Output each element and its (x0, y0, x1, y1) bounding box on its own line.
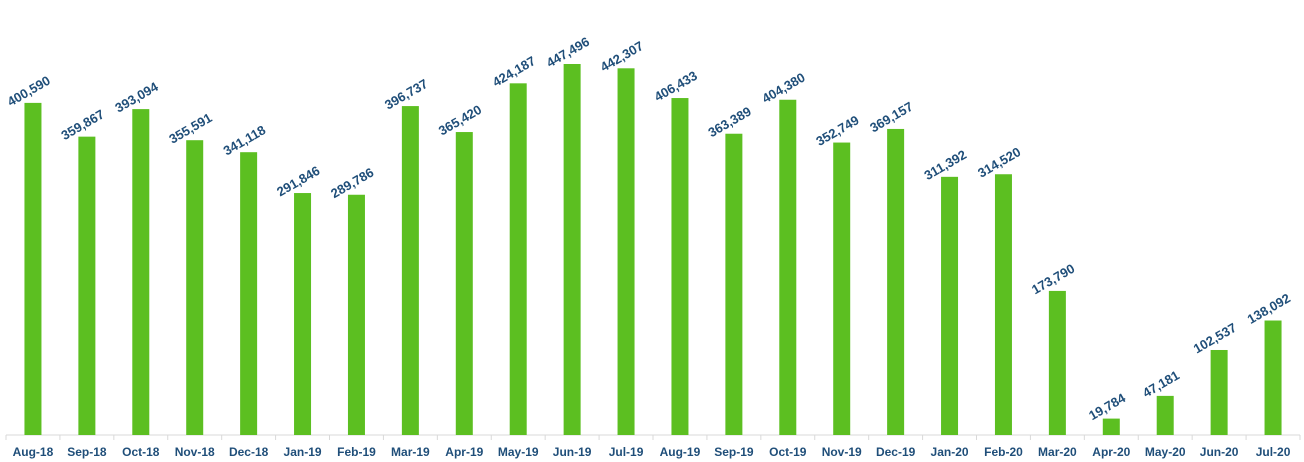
bar (294, 193, 312, 435)
x-tick-label: Dec-18 (229, 445, 269, 459)
bar (509, 83, 527, 435)
x-tick-label: Oct-18 (122, 445, 160, 459)
bar (833, 142, 851, 436)
bar (24, 102, 42, 435)
x-tick-label: Sep-19 (714, 445, 754, 459)
x-tick-label: Jun-19 (553, 445, 592, 459)
x-tick-label: May-19 (498, 445, 539, 459)
x-tick-label: Nov-18 (175, 445, 215, 459)
x-tick-label: Jan-19 (284, 445, 322, 459)
bar (563, 64, 581, 435)
x-tick-labels-group: Aug-18 Sep-18 Oct-18 Nov-18 Dec-18 Jan-19 Feb-… (13, 445, 1291, 459)
x-tick-label: Apr-20 (1092, 445, 1130, 459)
x-tick-label: Feb-20 (984, 445, 1023, 459)
bar (779, 99, 797, 435)
bar (132, 109, 150, 436)
bar (994, 174, 1012, 435)
x-ticks-group (5, 435, 1301, 440)
x-tick-label: Nov-19 (822, 445, 862, 459)
x-tick-label: May-20 (1145, 445, 1186, 459)
bar (887, 128, 905, 435)
bar (186, 140, 204, 435)
bar (1102, 418, 1120, 435)
x-tick-label: Oct-19 (769, 445, 807, 459)
data-label: 19,784 (1086, 390, 1129, 423)
x-tick-label: Sep-18 (67, 445, 107, 459)
x-tick-label: Dec-19 (876, 445, 916, 459)
x-tick-label: Feb-19 (337, 445, 376, 459)
x-tick-label: Mar-19 (391, 445, 430, 459)
x-tick-label: Mar-20 (1038, 445, 1077, 459)
bar (617, 68, 635, 436)
bars-group (24, 64, 1282, 436)
bar (1264, 320, 1282, 435)
x-tick-label: Apr-19 (445, 445, 483, 459)
bar (78, 136, 96, 436)
bar (1156, 395, 1174, 435)
bar (671, 98, 689, 436)
bar (1210, 349, 1228, 435)
data-label: 47,181 (1140, 368, 1182, 401)
bar (725, 133, 743, 435)
x-tick-label: Jul-20 (1256, 445, 1291, 459)
x-tick-label: Aug-18 (13, 445, 54, 459)
bar (941, 176, 959, 435)
x-tick-label: Jun-20 (1200, 445, 1239, 459)
x-tick-label: Aug-19 (660, 445, 701, 459)
bar (347, 194, 365, 435)
x-tick-label: Jul-19 (609, 445, 644, 459)
bar (1048, 290, 1066, 435)
bar (401, 106, 419, 435)
bar (240, 152, 258, 436)
bar (455, 132, 473, 435)
x-tick-label: Jan-20 (931, 445, 969, 459)
